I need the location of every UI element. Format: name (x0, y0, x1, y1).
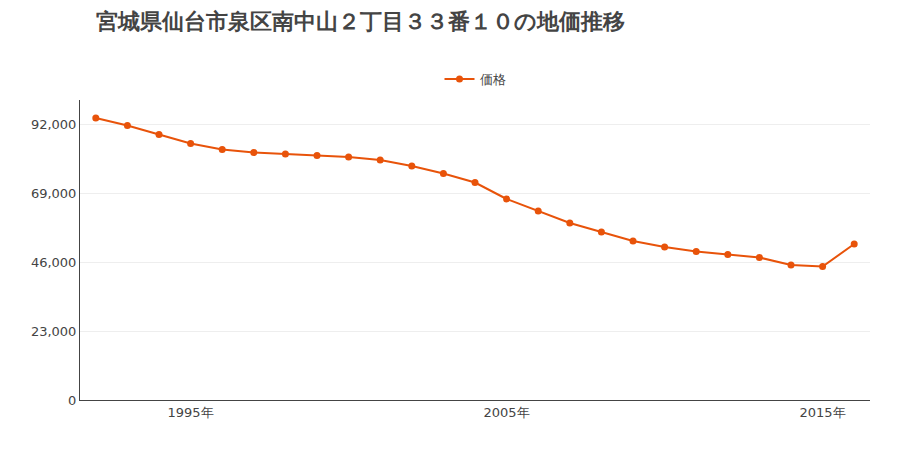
svg-text:1995年: 1995年 (168, 405, 214, 420)
svg-text:価格: 価格 (480, 72, 506, 87)
svg-text:23,000: 23,000 (31, 324, 77, 339)
svg-text:宮城県仙台市泉区南中山２丁目３３番１０の地価推移: 宮城県仙台市泉区南中山２丁目３３番１０の地価推移 (96, 9, 625, 34)
svg-text:92,000: 92,000 (31, 117, 77, 132)
svg-text:46,000: 46,000 (31, 255, 77, 270)
svg-text:0: 0 (68, 393, 76, 408)
svg-text:2015年: 2015年 (800, 405, 846, 420)
svg-text:2005年: 2005年 (484, 405, 530, 420)
svg-text:69,000: 69,000 (31, 186, 77, 201)
